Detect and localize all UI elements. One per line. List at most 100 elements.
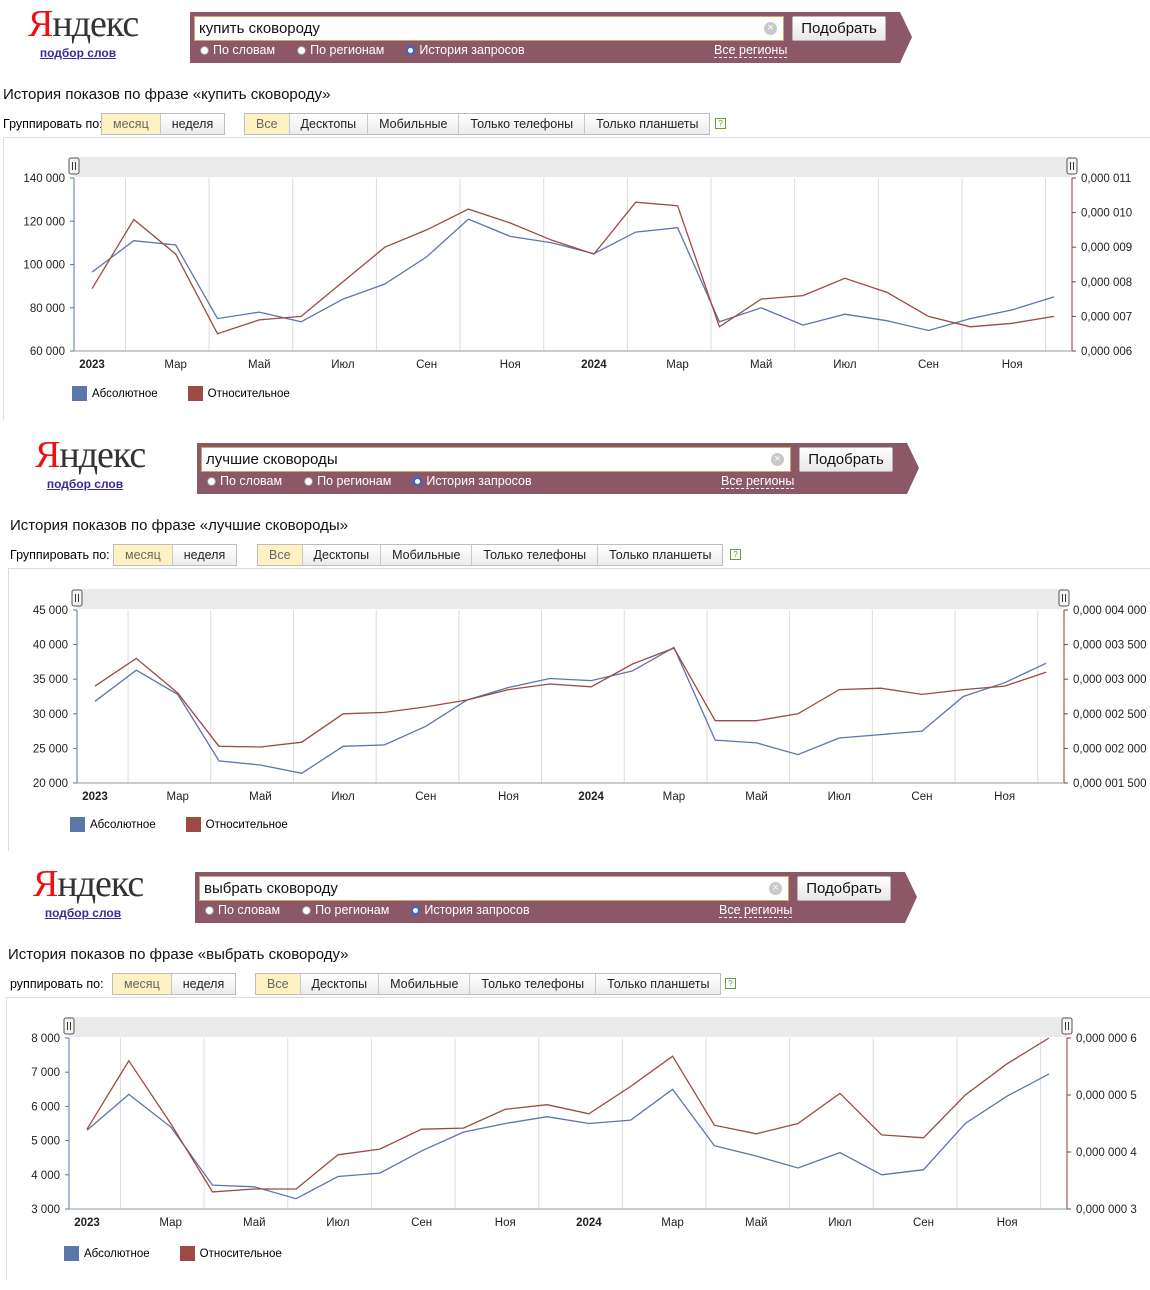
- data-point[interactable]: [628, 1118, 633, 1123]
- device-tab[interactable]: Все: [245, 114, 290, 134]
- yandex-logo[interactable]: Яндекс подбор слов: [28, 4, 139, 60]
- data-point[interactable]: [837, 1150, 842, 1155]
- device-tab[interactable]: Десктопы: [303, 545, 382, 565]
- data-point[interactable]: [919, 729, 924, 734]
- radio-by-regions[interactable]: По регионам: [304, 474, 391, 488]
- legend-relative[interactable]: Относительное: [187, 386, 290, 401]
- data-point[interactable]: [884, 290, 889, 295]
- data-point[interactable]: [341, 744, 346, 749]
- radio-dot-icon[interactable]: [413, 476, 423, 486]
- data-point[interactable]: [759, 305, 764, 310]
- data-point[interactable]: [796, 1165, 801, 1170]
- data-point[interactable]: [961, 694, 966, 699]
- data-point[interactable]: [85, 1127, 90, 1132]
- data-point[interactable]: [299, 314, 304, 319]
- radio-dot-icon[interactable]: [302, 905, 312, 915]
- data-point[interactable]: [712, 1143, 717, 1148]
- device-tab[interactable]: Только телефоны: [459, 114, 586, 134]
- data-point[interactable]: [134, 656, 139, 661]
- data-point[interactable]: [1047, 1071, 1052, 1076]
- data-point[interactable]: [550, 238, 555, 243]
- data-point[interactable]: [126, 1092, 131, 1097]
- device-tab[interactable]: Мобильные: [368, 114, 460, 134]
- device-tab[interactable]: Мобильные: [379, 974, 471, 994]
- data-point[interactable]: [506, 687, 511, 692]
- legend-relative[interactable]: Относительное: [185, 817, 288, 832]
- data-point[interactable]: [377, 1147, 382, 1152]
- all-regions-link[interactable]: Все регионы: [719, 903, 793, 918]
- device-tab[interactable]: Все: [256, 974, 301, 994]
- wordstat-link[interactable]: подбор слов: [39, 46, 117, 60]
- radio-history[interactable]: История запросов: [411, 903, 530, 917]
- radio-by-regions[interactable]: По регионам: [297, 43, 384, 57]
- data-point[interactable]: [796, 1121, 801, 1126]
- data-point[interactable]: [340, 279, 345, 284]
- device-tab[interactable]: Только планшеты: [596, 117, 699, 131]
- data-point[interactable]: [252, 1187, 257, 1192]
- period-month[interactable]: месяц: [114, 545, 173, 565]
- data-point[interactable]: [173, 252, 178, 257]
- radio-dot-icon[interactable]: [297, 45, 307, 55]
- search-button[interactable]: Подобрать: [797, 876, 891, 901]
- data-point[interactable]: [633, 230, 638, 235]
- data-point[interactable]: [503, 1121, 508, 1126]
- data-point[interactable]: [754, 718, 759, 723]
- yandex-logo[interactable]: Яндекс подбор слов: [33, 864, 144, 920]
- data-point[interactable]: [508, 220, 513, 225]
- help-icon[interactable]: ?: [715, 118, 726, 129]
- data-point[interactable]: [340, 297, 345, 302]
- data-point[interactable]: [963, 1093, 968, 1098]
- data-point[interactable]: [258, 763, 263, 768]
- data-point[interactable]: [215, 316, 220, 321]
- radio-by-words[interactable]: По словам: [200, 43, 275, 57]
- data-point[interactable]: [1052, 294, 1057, 299]
- data-point[interactable]: [1052, 314, 1057, 319]
- data-point[interactable]: [294, 1187, 299, 1192]
- search-button[interactable]: Подобрать: [799, 447, 893, 472]
- data-point[interactable]: [424, 227, 429, 232]
- data-point[interactable]: [257, 310, 262, 315]
- data-point[interactable]: [713, 738, 718, 743]
- period-week[interactable]: неделя: [182, 977, 225, 991]
- data-point[interactable]: [503, 1107, 508, 1112]
- series-line-absolute[interactable]: [94, 646, 1047, 774]
- data-point[interactable]: [878, 686, 883, 691]
- clear-icon[interactable]: ×: [771, 453, 784, 466]
- data-point[interactable]: [795, 752, 800, 757]
- data-point[interactable]: [217, 758, 222, 763]
- data-point[interactable]: [713, 718, 718, 723]
- help-icon[interactable]: ?: [730, 549, 741, 560]
- data-point[interactable]: [630, 661, 635, 666]
- data-point[interactable]: [131, 217, 136, 222]
- data-point[interactable]: [968, 316, 973, 321]
- data-point[interactable]: [131, 238, 136, 243]
- data-point[interactable]: [586, 1121, 591, 1126]
- data-point[interactable]: [717, 324, 722, 329]
- data-point[interactable]: [921, 1167, 926, 1172]
- data-point[interactable]: [341, 711, 346, 716]
- data-point[interactable]: [589, 678, 594, 683]
- period-month[interactable]: месяц: [113, 974, 172, 994]
- data-point[interactable]: [335, 1152, 340, 1157]
- data-point[interactable]: [299, 771, 304, 776]
- data-point[interactable]: [466, 217, 471, 222]
- data-point[interactable]: [210, 1189, 215, 1194]
- series-line-relative[interactable]: [94, 647, 1047, 748]
- data-point[interactable]: [754, 1153, 759, 1158]
- range-handle-right-icon[interactable]: [1061, 1017, 1073, 1035]
- series-line-relative[interactable]: [91, 201, 1055, 335]
- device-tab[interactable]: Только планшеты: [609, 548, 712, 562]
- data-point[interactable]: [842, 276, 847, 281]
- series-line-relative[interactable]: [86, 1037, 1050, 1193]
- data-point[interactable]: [382, 245, 387, 250]
- series-line-absolute[interactable]: [86, 1073, 1050, 1200]
- device-tab[interactable]: Только телефоны: [472, 545, 599, 565]
- wordstat-link[interactable]: подбор слов: [46, 477, 124, 491]
- radio-history[interactable]: История запросов: [406, 43, 525, 57]
- data-point[interactable]: [126, 1058, 131, 1063]
- data-point[interactable]: [712, 1123, 717, 1128]
- data-point[interactable]: [257, 317, 262, 322]
- radio-history[interactable]: История запросов: [413, 474, 532, 488]
- data-point[interactable]: [878, 732, 883, 737]
- all-regions-link[interactable]: Все регионы: [714, 43, 788, 58]
